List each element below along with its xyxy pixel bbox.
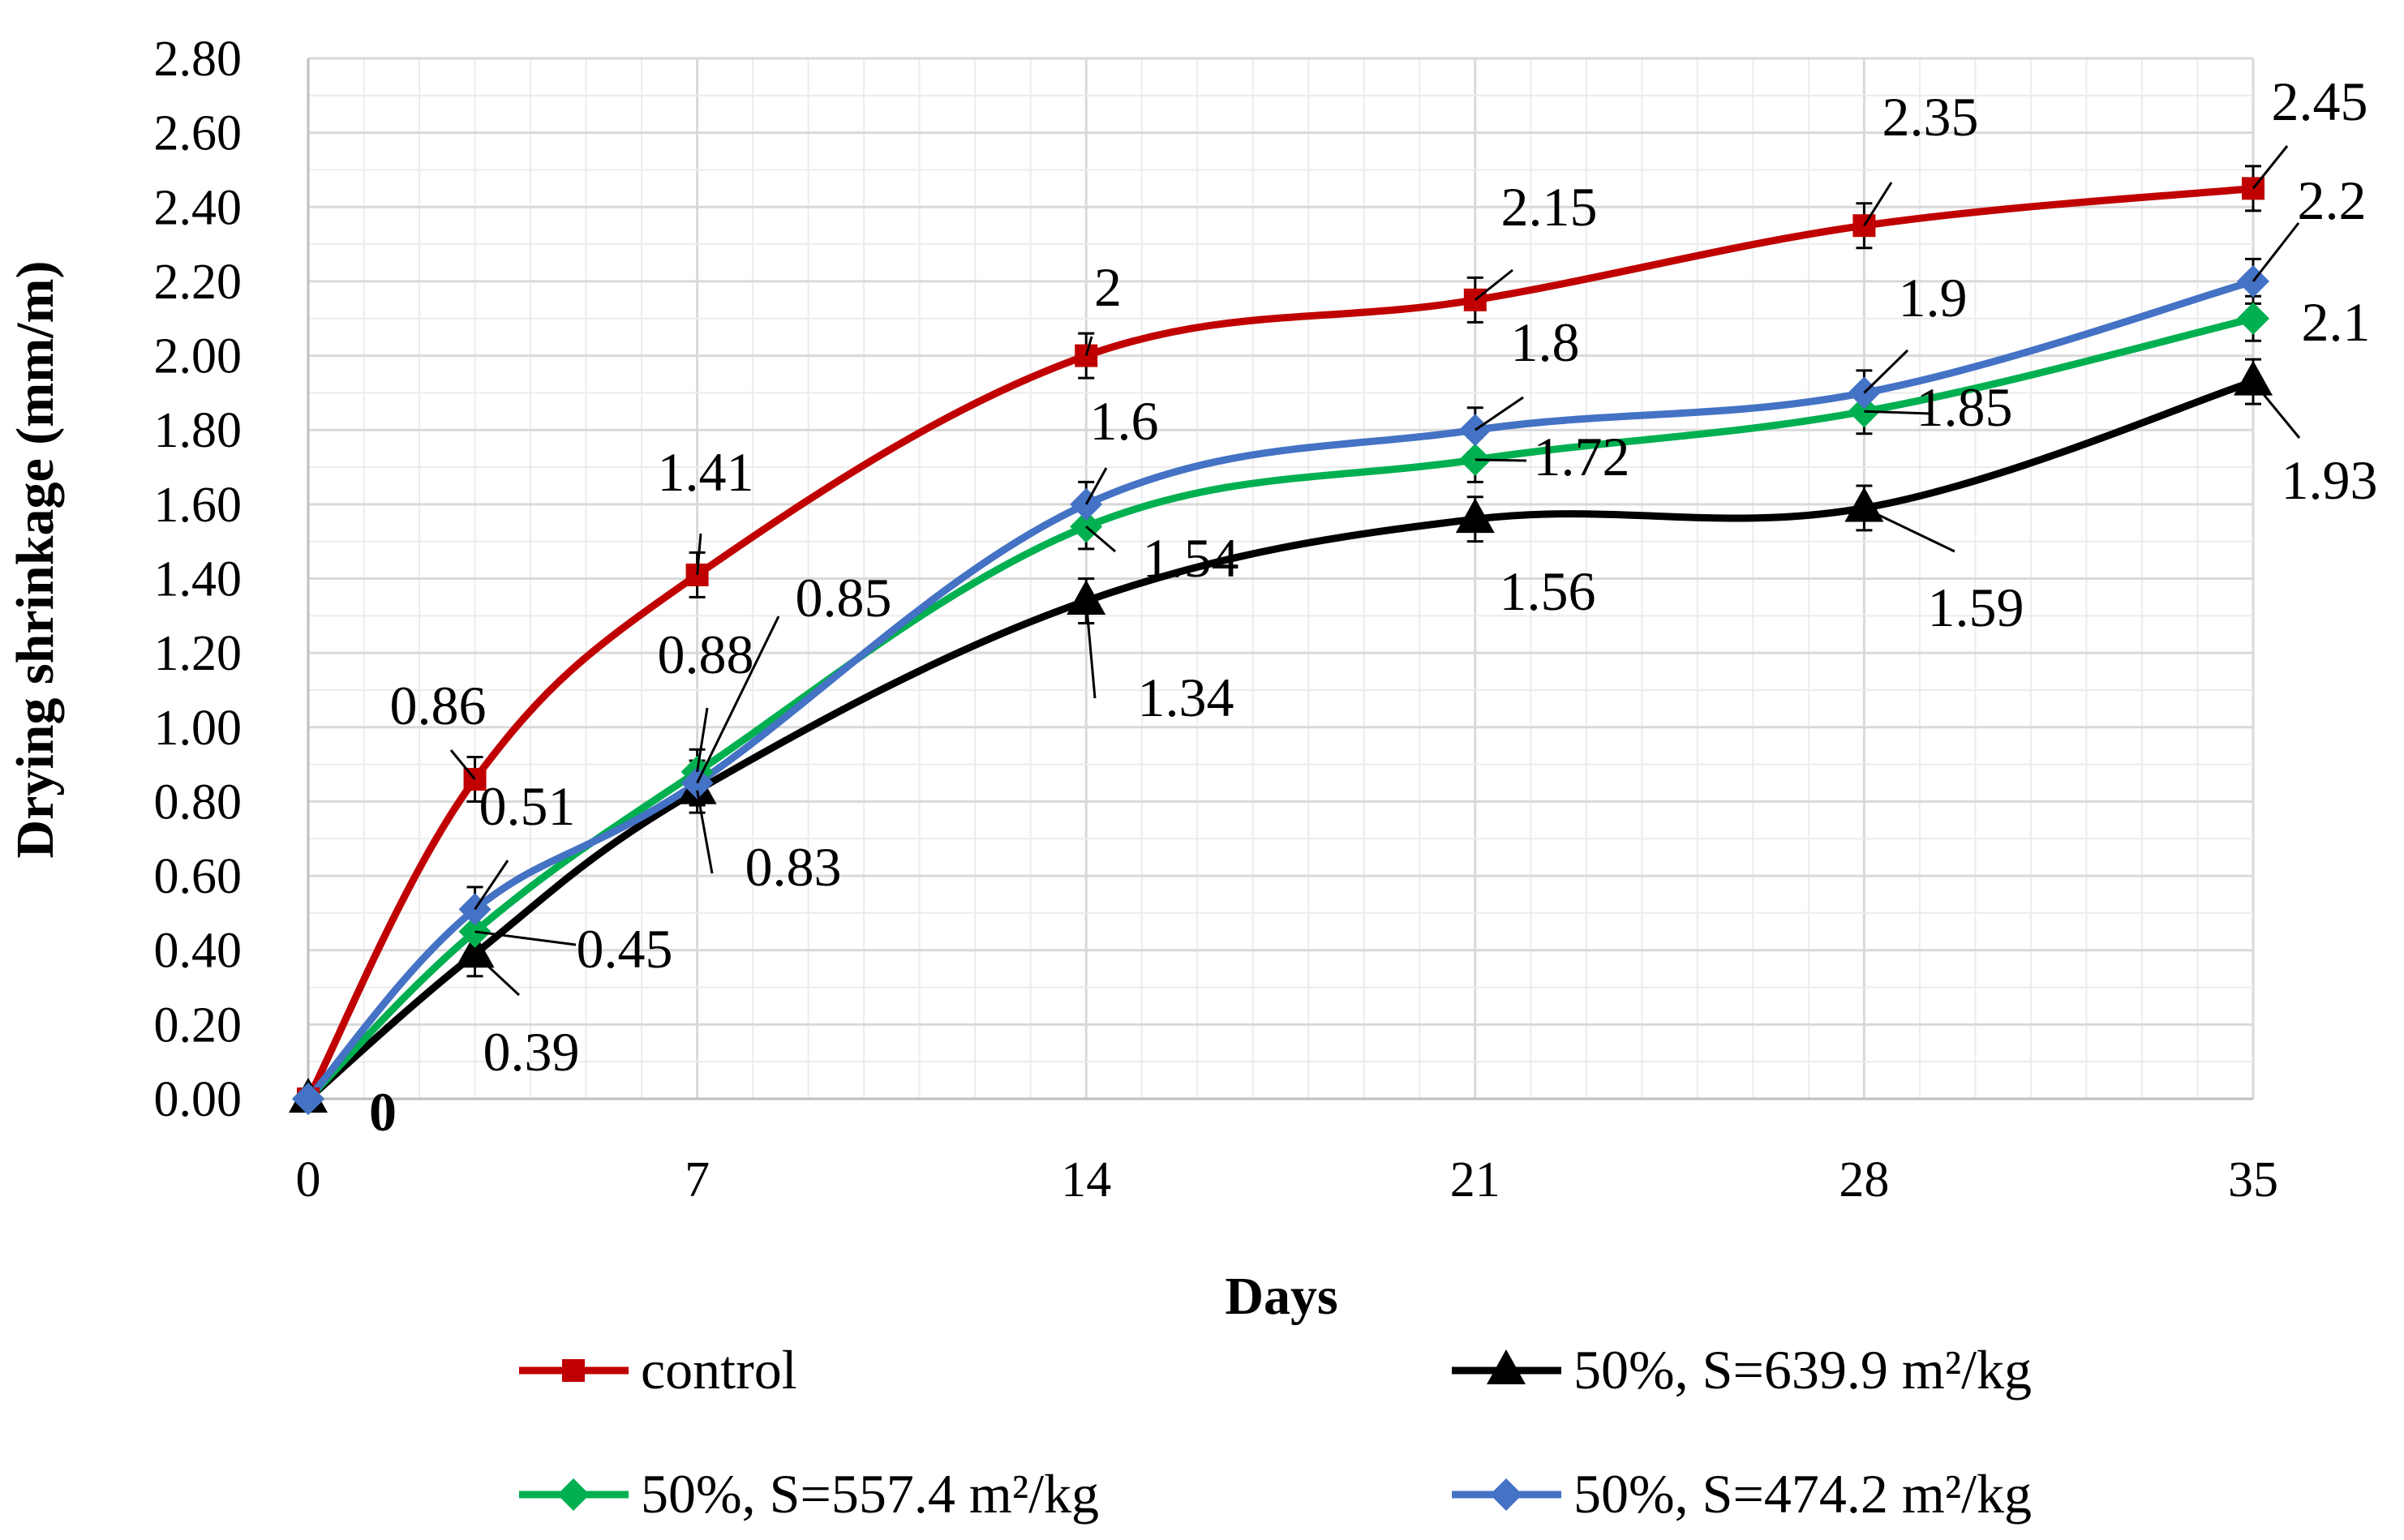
data-point: [1455, 498, 1495, 534]
data-label: 1.56: [1500, 560, 1596, 622]
axes: [307, 58, 2253, 1100]
data-label-leader: [1863, 507, 1955, 553]
data-point: [2237, 302, 2269, 335]
data-label-leader: [449, 749, 476, 780]
data-label: 2.1: [2302, 291, 2371, 353]
y-tick-label: 0.60: [154, 849, 243, 904]
data-label: 0: [369, 1081, 397, 1143]
data-label: 1.85: [1917, 376, 2013, 438]
data-label: 2.45: [2272, 71, 2368, 132]
data-point: [455, 933, 495, 968]
y-tick-label: 0.20: [154, 997, 243, 1053]
data-label: 0.88: [658, 624, 754, 685]
y-tick-label: 1.80: [154, 403, 243, 458]
data-label: 2: [1094, 256, 1122, 318]
data-label-leader: [1864, 410, 1931, 415]
legend-label: 50%, S=639.9 m²/kg: [1573, 1339, 2032, 1401]
data-label-leader: [2252, 145, 2289, 190]
legend-swatch-marker: [557, 1478, 590, 1511]
data-label-leader: [474, 860, 509, 911]
legend-label: control: [641, 1339, 797, 1401]
y-tick-label: 1.00: [154, 701, 243, 756]
data-label-leader: [696, 533, 702, 576]
data-label: 1.54: [1143, 527, 1239, 589]
x-tick-label: 21: [1450, 1152, 1500, 1208]
series-line-1: [304, 378, 2257, 1103]
data-label-leader: [696, 707, 709, 773]
data-label-leader: [1863, 182, 1893, 226]
y-tick-label: 2.60: [154, 106, 243, 161]
legend-label: 50%, S=474.2 m²/kg: [1573, 1463, 2032, 1525]
data-point: [1067, 579, 1106, 615]
data-point: [2234, 360, 2273, 396]
data-label: 0.86: [390, 675, 487, 736]
data-label-leader: [474, 930, 577, 946]
data-label: 1.6: [1090, 390, 1159, 452]
legend-swatch-marker: [1490, 1478, 1522, 1511]
data-label: 1.93: [2282, 449, 2378, 511]
y-tick-label: 1.60: [154, 478, 243, 533]
data-label-leader: [1084, 600, 1097, 699]
data-label-leader: [2252, 222, 2300, 282]
series-markers: [289, 177, 2273, 1115]
label-leader-lines: [449, 145, 2301, 997]
y-tick-label: 0.40: [154, 924, 243, 979]
x-tick-label: 35: [2228, 1152, 2278, 1208]
data-label: 0.85: [796, 567, 892, 628]
y-tick-label: 2.80: [154, 32, 243, 87]
data-labels: 0.86 1.41 2 2.15 2.35 2.45 0 0.39 0.83 1.34 1.56 1.…: [369, 71, 2378, 1143]
y-tick-label: 0.00: [154, 1072, 243, 1127]
data-label-leader: [1863, 349, 1909, 394]
x-tick-label: 28: [1839, 1152, 1889, 1208]
legend-label: 50%, S=557.4 m²/kg: [641, 1463, 1099, 1525]
data-label: 0.83: [745, 836, 842, 898]
data-label-leader: [474, 953, 521, 997]
data-label: 2.2: [2298, 169, 2367, 231]
y-tick-label: 2.00: [154, 329, 243, 384]
data-label: 0.51: [479, 775, 576, 837]
tick-labels: 0.000.200.400.600.801.001.201.401.601.80…: [154, 32, 2279, 1208]
legend-swatch-marker: [1487, 1349, 1526, 1384]
data-label-leader: [1474, 268, 1513, 302]
legend: control 50%, S=639.9 m²/kg 50%, S=557.4 m²…: [519, 1339, 2032, 1525]
x-tick-label: 14: [1061, 1152, 1111, 1208]
y-tick-label: 2.40: [154, 180, 243, 235]
x-axis-title: Days: [1225, 1267, 1337, 1326]
data-point: [292, 1083, 324, 1115]
data-label: 1.9: [1899, 267, 1968, 328]
data-label: 1.59: [1928, 577, 2024, 638]
data-label-leader: [1084, 336, 1093, 356]
x-tick-label: 0: [296, 1152, 321, 1208]
data-label: 1.41: [658, 441, 754, 503]
data-label-leader: [1475, 458, 1527, 462]
data-label: 0.45: [577, 918, 673, 980]
data-label: 1.72: [1534, 426, 1630, 487]
data-label: 2.35: [1882, 86, 1979, 148]
data-label-leader: [1085, 525, 1116, 553]
data-label-leader: [1474, 396, 1524, 431]
y-axis-title: Drying shrinkage (mm/m): [6, 261, 65, 859]
y-tick-label: 1.40: [154, 552, 243, 607]
data-label: 1.34: [1138, 667, 1234, 728]
y-tick-label: 1.20: [154, 626, 243, 681]
data-label-leader: [1084, 467, 1108, 505]
data-label: 2.15: [1501, 176, 1598, 238]
data-label-leader: [2252, 380, 2301, 439]
data-label-leader: [696, 616, 780, 784]
legend-swatch-marker: [562, 1359, 585, 1382]
y-tick-label: 0.80: [154, 774, 243, 830]
y-tick-label: 2.20: [154, 255, 243, 310]
x-tick-label: 7: [685, 1152, 710, 1208]
data-label: 1.8: [1511, 311, 1580, 373]
data-label-leader: [696, 790, 714, 874]
data-label: 0.39: [483, 1021, 580, 1083]
